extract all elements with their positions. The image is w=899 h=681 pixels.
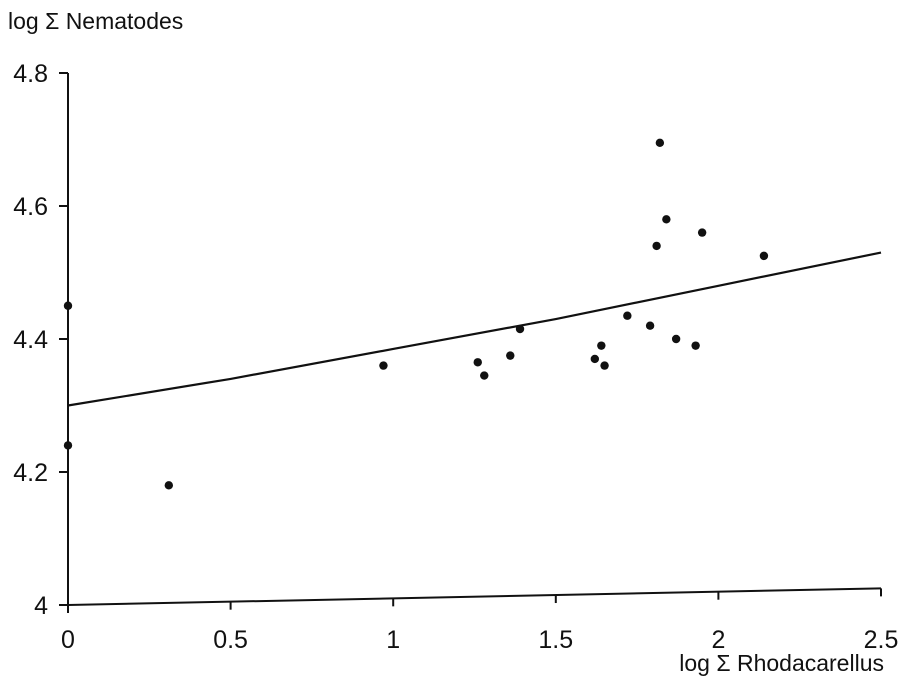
data-point bbox=[379, 361, 387, 369]
x-tick-label: 1.5 bbox=[538, 626, 573, 654]
x-tick-label: 0.5 bbox=[213, 626, 248, 654]
x-tick-label: 1 bbox=[386, 626, 400, 654]
data-point bbox=[656, 139, 664, 147]
data-point bbox=[652, 242, 660, 250]
y-ticks: 4 4.2 4.4 4.6 4.8 bbox=[13, 60, 68, 620]
data-point bbox=[623, 312, 631, 320]
data-point bbox=[64, 302, 72, 310]
data-point bbox=[662, 215, 670, 223]
data-point bbox=[591, 355, 599, 363]
data-point bbox=[698, 228, 706, 236]
data-point bbox=[64, 441, 72, 449]
data-points bbox=[64, 139, 768, 490]
y-tick-label: 4.4 bbox=[13, 326, 48, 354]
y-tick-label: 4.2 bbox=[13, 459, 48, 487]
data-point bbox=[646, 322, 654, 330]
x-axis-title: log Σ Rhodacarellus bbox=[679, 650, 884, 676]
data-point bbox=[516, 325, 524, 333]
y-axis-title: log Σ Nematodes bbox=[8, 8, 183, 34]
x-axis: 0 0.5 1 1.5 2 2.5 bbox=[61, 588, 898, 654]
y-tick-label: 4.6 bbox=[13, 193, 48, 221]
y-axis: 4 4.2 4.4 4.6 4.8 bbox=[13, 60, 68, 620]
data-point bbox=[506, 351, 514, 359]
data-point bbox=[165, 481, 173, 489]
data-point bbox=[474, 358, 482, 366]
x-ticks: 0 0.5 1 1.5 2 2.5 bbox=[61, 588, 898, 654]
data-point bbox=[760, 252, 768, 260]
y-tick-label: 4 bbox=[34, 592, 48, 620]
data-point bbox=[480, 371, 488, 379]
data-point bbox=[600, 361, 608, 369]
x-tick-label: 0 bbox=[61, 626, 75, 654]
y-tick-label: 4.8 bbox=[13, 60, 48, 88]
data-point bbox=[597, 341, 605, 349]
data-point bbox=[672, 335, 680, 343]
regression-line bbox=[68, 253, 881, 406]
x-axis-line bbox=[68, 588, 881, 605]
data-point bbox=[691, 341, 699, 349]
